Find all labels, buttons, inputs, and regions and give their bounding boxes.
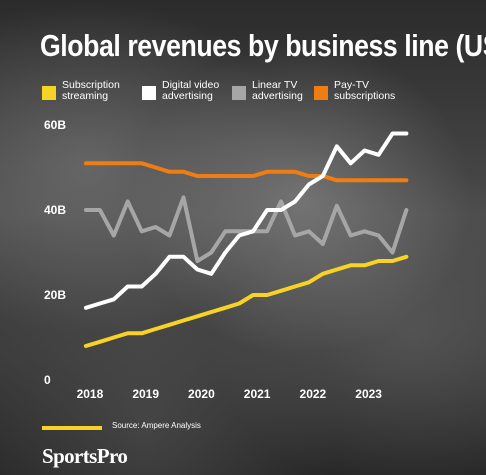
legend-label-pay-tv-subscriptions: Pay-TV subscriptions — [334, 79, 396, 102]
x-tick-label: 2019 — [132, 387, 159, 401]
legend-swatch-linear-tv-advertising — [232, 86, 246, 100]
series-line-pay-tv-subscriptions — [83, 161, 409, 183]
source-note: Source: Ampere Analysis — [112, 421, 201, 430]
y-tick-label: 40B — [44, 203, 66, 217]
legend-label-linear-tv-advertising: Linear TV advertising — [252, 79, 303, 102]
series-line-subscription-streaming — [83, 254, 409, 348]
legend-swatch-digital-video-advertising — [142, 86, 156, 100]
y-tick-label: 20B — [44, 288, 66, 302]
y-tick-label: 60B — [44, 118, 66, 132]
x-tick-label: 2023 — [355, 387, 382, 401]
legend-label-subscription-streaming: Subscription streaming — [62, 79, 120, 102]
brand-logo: SportsPro — [42, 444, 128, 468]
chart-legend: Subscription streaming Digital video adv… — [42, 80, 462, 110]
legend-swatch-subscription-streaming — [42, 86, 56, 100]
legend-swatch-pay-tv-subscriptions — [314, 86, 328, 100]
x-tick-label: 2020 — [188, 387, 215, 401]
series-line-linear-tv-advertising — [83, 195, 409, 263]
y-tick-label: 0 — [44, 373, 51, 387]
x-tick-label: 2021 — [244, 387, 271, 401]
x-tick-label: 2022 — [300, 387, 327, 401]
legend-label-digital-video-advertising: Digital video advertising — [162, 79, 220, 102]
x-tick-label: 2018 — [77, 387, 104, 401]
series-line-digital-video-advertising — [83, 131, 409, 310]
source-accent-bar — [42, 426, 102, 430]
chart-title: Global revenues by business line (US$) — [40, 28, 486, 63]
